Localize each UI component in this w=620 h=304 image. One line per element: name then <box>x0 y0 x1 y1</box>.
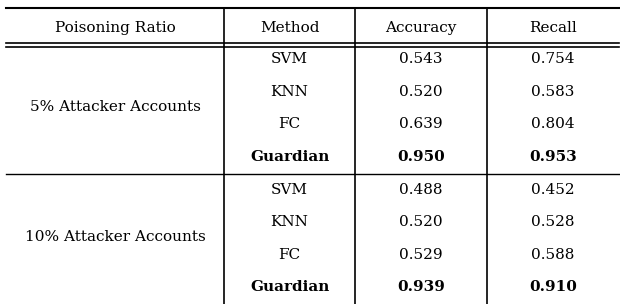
Text: 0.588: 0.588 <box>531 247 575 262</box>
Text: 0.488: 0.488 <box>399 182 443 196</box>
Text: 0.529: 0.529 <box>399 247 443 262</box>
Text: SVM: SVM <box>271 52 308 66</box>
Text: 0.953: 0.953 <box>529 150 577 164</box>
Text: Recall: Recall <box>529 22 577 36</box>
Text: 0.639: 0.639 <box>399 117 443 131</box>
Text: Guardian: Guardian <box>250 280 329 294</box>
Text: Method: Method <box>260 22 319 36</box>
Text: 0.520: 0.520 <box>399 85 443 99</box>
Text: 5% Attacker Accounts: 5% Attacker Accounts <box>30 100 200 114</box>
Text: KNN: KNN <box>271 215 309 229</box>
Text: 0.520: 0.520 <box>399 215 443 229</box>
Text: Poisoning Ratio: Poisoning Ratio <box>55 22 175 36</box>
Text: Guardian: Guardian <box>250 150 329 164</box>
Text: 0.543: 0.543 <box>399 52 443 66</box>
Text: Accuracy: Accuracy <box>386 22 457 36</box>
Text: 0.939: 0.939 <box>397 280 445 294</box>
Text: FC: FC <box>278 247 301 262</box>
Text: 0.910: 0.910 <box>529 280 577 294</box>
Text: FC: FC <box>278 117 301 131</box>
Text: 0.950: 0.950 <box>397 150 445 164</box>
Text: 0.804: 0.804 <box>531 117 575 131</box>
Text: 10% Attacker Accounts: 10% Attacker Accounts <box>25 230 205 244</box>
Text: KNN: KNN <box>271 85 309 99</box>
Text: 0.583: 0.583 <box>531 85 575 99</box>
Text: 0.452: 0.452 <box>531 182 575 196</box>
Text: 0.528: 0.528 <box>531 215 575 229</box>
Text: 0.754: 0.754 <box>531 52 575 66</box>
Text: SVM: SVM <box>271 182 308 196</box>
